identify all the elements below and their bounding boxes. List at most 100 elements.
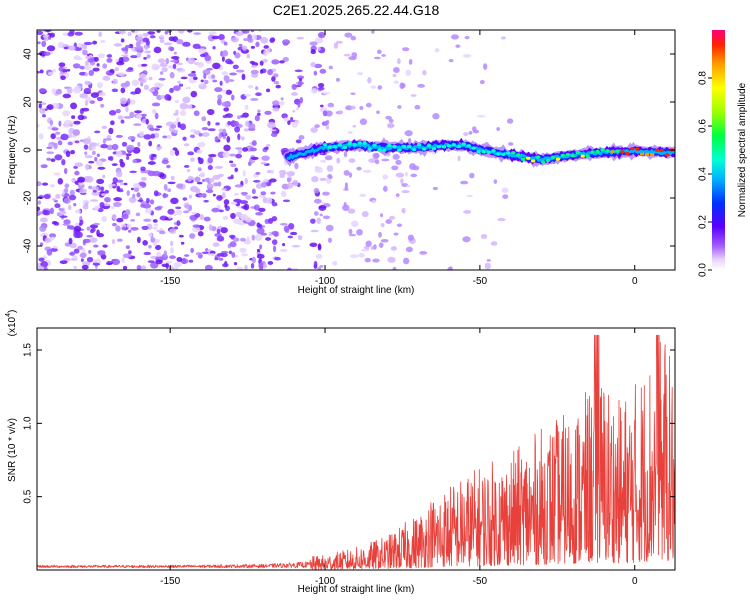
spectrogram-cell xyxy=(361,211,369,218)
spectrogram-cell xyxy=(291,267,298,270)
spectrogram-cell xyxy=(208,224,213,231)
spectrogram-cell xyxy=(102,75,111,81)
spectrogram-cell xyxy=(395,159,402,165)
spectrogram-cell xyxy=(390,246,397,251)
spectrogram-cell xyxy=(58,66,64,72)
spectrogram-cell xyxy=(271,59,280,65)
spectrogram-cell xyxy=(267,69,274,76)
spectrogram-cell xyxy=(88,54,93,59)
spectrogram-cell xyxy=(335,77,340,82)
colorbar-gradient xyxy=(712,30,725,270)
spectrogram-cell xyxy=(337,110,344,115)
spectrogram-cell xyxy=(143,218,152,222)
spectrogram-cell xyxy=(144,50,152,54)
spectrogram-cell xyxy=(352,124,357,128)
spectrogram-peak xyxy=(540,160,546,164)
spectrogram-cell xyxy=(177,80,181,84)
spectrogram-cell xyxy=(251,140,257,147)
spectrogram-cell xyxy=(110,120,115,126)
spectrogram-cell xyxy=(51,236,55,241)
spectrogram-cell xyxy=(88,69,95,77)
spectrogram-cell xyxy=(111,163,118,167)
spectrogram-cell xyxy=(263,49,268,57)
spectrogram-cell xyxy=(55,131,61,135)
spectrogram-cell xyxy=(103,138,113,141)
spectrogram-cell xyxy=(270,191,276,195)
spectrogram-cell xyxy=(292,109,296,113)
spectrogram-cell xyxy=(385,115,392,120)
spectrogram-cell xyxy=(380,239,389,243)
spectrogram-peak xyxy=(595,150,600,154)
spectrogram-cell xyxy=(247,37,254,43)
spectrogram-cell xyxy=(49,207,55,215)
spectrogram-cell xyxy=(82,203,89,210)
spectrogram-cell xyxy=(484,262,491,270)
spectrogram-y-tick-label: -40 xyxy=(23,238,34,253)
spectrogram-cell xyxy=(72,255,78,259)
spectrogram-cell xyxy=(89,224,99,229)
spectrogram-cell xyxy=(39,69,44,74)
spectrogram-cell xyxy=(343,151,348,158)
spectrogram-cell xyxy=(180,241,185,245)
spectrogram-cell xyxy=(324,155,333,161)
spectrogram-cell xyxy=(221,56,225,62)
spectrogram-cell xyxy=(167,188,172,193)
spectrogram-cell xyxy=(391,165,399,171)
spectrogram-cell xyxy=(250,72,259,78)
spectrogram-cell xyxy=(325,224,334,232)
spectrogram-cell xyxy=(229,153,237,157)
spectrogram-cell xyxy=(163,184,168,191)
spectrogram-cell xyxy=(297,235,303,241)
spectrogram-cell xyxy=(148,76,153,81)
spectrogram-cell xyxy=(179,109,187,117)
spectrogram-cell xyxy=(77,245,83,250)
spectrogram-cell xyxy=(37,70,41,74)
spectrogram-cell xyxy=(287,120,291,126)
spectrogram-cell xyxy=(187,151,195,156)
spectrogram-peak xyxy=(402,144,407,149)
spectrogram-cell xyxy=(120,38,125,43)
spectrogram-cell xyxy=(93,244,99,248)
spectrogram-cell xyxy=(350,105,356,110)
spectrogram-cell xyxy=(194,213,201,218)
spectrogram-cell xyxy=(242,147,249,152)
spectrogram-cell xyxy=(96,82,103,89)
spectrogram-cell xyxy=(242,30,250,34)
spectrogram-cell xyxy=(313,70,318,76)
spectrogram-cell xyxy=(482,63,488,70)
spectrogram-cell xyxy=(190,90,198,98)
colorbar-tick-label: 0.4 xyxy=(698,167,709,181)
spectrogram-cell xyxy=(211,207,220,213)
spectrogram-peak xyxy=(664,153,670,157)
spectrogram-cell xyxy=(450,34,459,40)
spectrogram-cell xyxy=(135,212,141,217)
spectrogram-cell xyxy=(37,30,44,35)
spectrogram-cell xyxy=(156,251,162,257)
spectrogram-cell xyxy=(106,134,112,139)
spectrogram-cell xyxy=(192,224,201,228)
spectrogram-cell xyxy=(37,123,40,128)
spectrogram-peak xyxy=(530,159,536,163)
spectrogram-cell xyxy=(263,146,269,150)
spectrogram-cell xyxy=(279,169,287,176)
spectrogram-cell xyxy=(106,54,113,58)
spectrogram-cell xyxy=(463,132,469,137)
spectrogram-cell xyxy=(223,144,231,152)
spectrogram-cell xyxy=(359,118,368,126)
spectrogram-cell xyxy=(371,30,375,34)
spectrogram-cell xyxy=(233,218,241,225)
spectrogram-cell xyxy=(96,142,101,147)
spectrogram-cell xyxy=(265,237,272,241)
spectrogram-cell xyxy=(364,257,371,263)
spectrogram-cell xyxy=(85,176,94,183)
spectrogram-cell xyxy=(130,219,136,222)
spectrogram-cell xyxy=(149,35,156,39)
spectrogram-cell xyxy=(83,144,89,150)
spectrogram-cell xyxy=(309,242,318,247)
spectrogram-cell xyxy=(92,150,96,156)
spectrogram-cell xyxy=(422,70,427,76)
spectrogram-cell xyxy=(65,150,71,158)
spectrogram-cell xyxy=(165,57,169,65)
spectrogram-cell xyxy=(222,215,229,220)
spectrogram-cell xyxy=(220,252,228,258)
